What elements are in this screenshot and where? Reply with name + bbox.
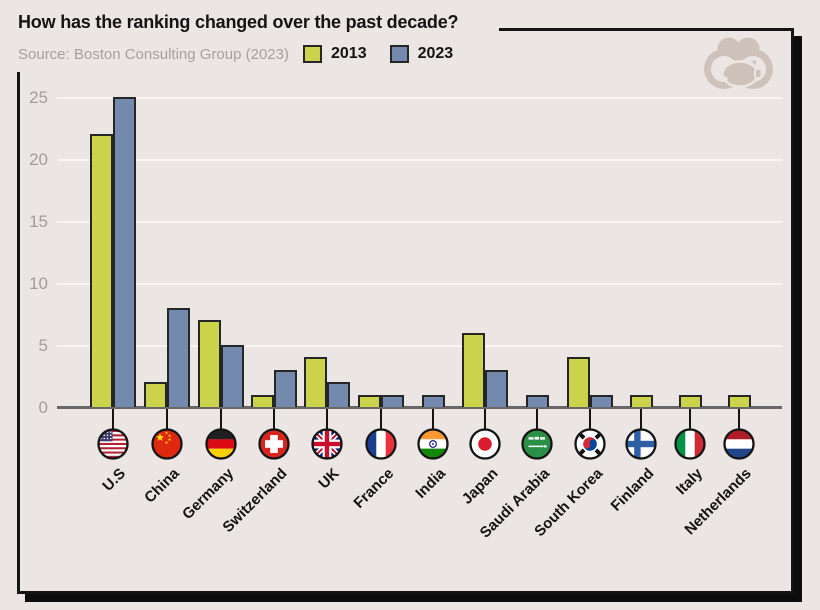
legend-label-2023: 2023 <box>417 45 454 62</box>
flag-germany-icon <box>205 428 237 460</box>
flag-uk-icon <box>311 428 343 460</box>
legend-swatch-2023 <box>389 45 409 63</box>
bar-2013-10 <box>629 394 653 407</box>
x-axis-tick <box>273 409 275 429</box>
y-axis-tick-label: 15 <box>29 212 48 231</box>
flag-us-icon <box>97 428 129 460</box>
flag-netherlands-icon <box>723 428 755 460</box>
x-axis-tick <box>112 409 114 429</box>
bar-2013-12 <box>727 394 751 407</box>
bar-2013-4 <box>304 357 327 407</box>
card-border-bottom <box>17 591 794 594</box>
bar-2023-1 <box>167 307 190 407</box>
bar-2013-7 <box>462 332 485 407</box>
flag-saudi-arabia-icon <box>521 428 553 460</box>
bar-2013-9 <box>567 357 590 407</box>
y-axis-tick-label: 0 <box>38 398 48 417</box>
bar-2023-8 <box>525 394 549 407</box>
bar-2013-5 <box>358 394 381 407</box>
chart-card <box>17 28 794 594</box>
bar-2023-4 <box>327 382 350 407</box>
bar-2023-3 <box>274 369 297 407</box>
bar-2013-2 <box>198 320 221 407</box>
bar-2013-11 <box>678 394 702 407</box>
grid-line <box>57 283 782 285</box>
x-axis-tick <box>432 409 434 429</box>
bar-2023-9 <box>590 394 613 407</box>
y-axis-tick-label: 10 <box>29 274 48 293</box>
flag-south-korea-icon <box>574 428 606 460</box>
flag-france-icon <box>365 428 397 460</box>
y-axis-tick-label: 25 <box>29 88 48 107</box>
x-axis-tick <box>738 409 740 429</box>
grid-line <box>57 159 782 161</box>
binoculars-piggy-bank-logo-icon <box>704 37 773 89</box>
x-axis-tick <box>640 409 642 429</box>
bar-2023-0 <box>113 97 136 407</box>
x-axis-tick <box>220 409 222 429</box>
x-axis-tick <box>380 409 382 429</box>
source-label: Source: Boston Consulting Group (2023) <box>18 46 289 63</box>
card-border-left <box>17 72 20 594</box>
flag-italy-icon <box>674 428 706 460</box>
grid-line <box>57 221 782 223</box>
grid-line <box>57 97 782 99</box>
legend-label-2013: 2013 <box>331 45 367 62</box>
legend-swatch-2013 <box>303 45 322 63</box>
flag-india-icon <box>417 428 449 460</box>
bar-2013-1 <box>144 382 167 407</box>
y-axis-tick-label: 20 <box>29 150 48 169</box>
x-axis-tick <box>536 409 538 429</box>
bar-2023-6 <box>421 394 445 407</box>
bar-2023-7 <box>485 369 508 407</box>
bar-2013-0 <box>90 134 113 407</box>
flag-switzerland-icon <box>258 428 290 460</box>
x-axis-tick <box>689 409 691 429</box>
x-axis-tick <box>589 409 591 429</box>
bar-2023-2 <box>221 345 244 407</box>
flag-finland-icon <box>625 428 657 460</box>
x-axis-line <box>57 406 782 409</box>
flag-china-icon <box>151 428 183 460</box>
bar-2023-5 <box>381 394 404 407</box>
grid-line <box>57 345 782 347</box>
card-border-top <box>499 28 794 31</box>
x-axis-tick <box>166 409 168 429</box>
bar-2013-3 <box>251 394 274 407</box>
y-axis-tick-label: 5 <box>38 336 48 355</box>
x-axis-tick <box>326 409 328 429</box>
legend: 2013 2023 <box>303 45 467 63</box>
flag-japan-icon <box>469 428 501 460</box>
x-axis-tick <box>484 409 486 429</box>
page-title: How has the ranking changed over the pas… <box>18 12 459 32</box>
card-border-right <box>791 28 794 594</box>
